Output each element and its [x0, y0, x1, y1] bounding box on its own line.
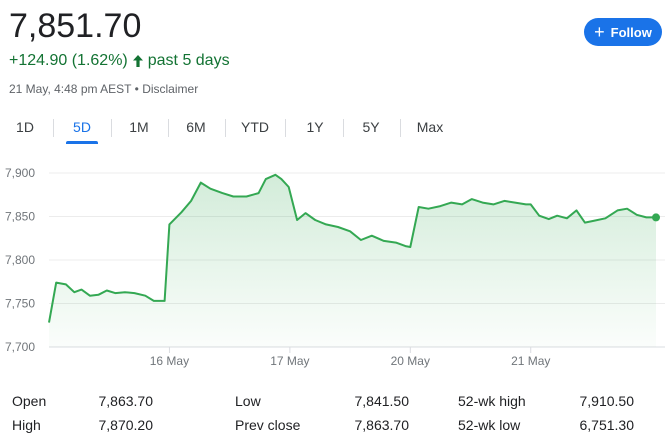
price-line	[48, 173, 656, 323]
tab-1m[interactable]: 1M	[129, 119, 149, 135]
stat-label-high: High	[12, 417, 41, 433]
tab-1y[interactable]: 1Y	[306, 119, 324, 135]
y-tick-label: 7,750	[5, 297, 35, 311]
stat-value-low: 7,841.50	[354, 393, 410, 409]
y-tick-label: 7,800	[5, 253, 35, 267]
follow-button[interactable]: + Follow	[584, 18, 662, 46]
stat-value-prev-close: 7,863.70	[354, 417, 410, 433]
disclaimer-link[interactable]: Disclaimer	[142, 82, 199, 96]
tab-1d[interactable]: 1D	[16, 119, 34, 135]
tab-divider	[343, 119, 344, 137]
arrow-up-icon	[132, 54, 144, 68]
follow-label: Follow	[610, 24, 652, 40]
tab-max[interactable]: Max	[416, 119, 444, 135]
y-tick-label: 7,850	[5, 210, 35, 224]
price-area-fill	[49, 174, 656, 347]
tab-divider	[111, 119, 112, 137]
tab-divider	[168, 119, 169, 137]
stat-label-52wk-high: 52-wk high	[458, 393, 526, 409]
stat-label-prev-close: Prev close	[235, 417, 301, 433]
x-tick-label: 21 May	[511, 354, 550, 368]
tab-6m[interactable]: 6M	[186, 119, 206, 135]
range-tabs: 1D 5D 1M 6M YTD 1Y 5Y Max	[0, 112, 665, 144]
stat-label-open: Open	[12, 393, 47, 409]
tab-5y[interactable]: 5Y	[362, 119, 380, 135]
meta-separator: •	[134, 82, 139, 96]
timestamp: 21 May, 4:48 pm AEST	[9, 82, 132, 96]
x-tick-label: 20 May	[391, 354, 430, 368]
change-value: +124.90 (1.62%)	[9, 52, 128, 69]
tab-divider	[400, 119, 401, 137]
stat-label-low: Low	[235, 393, 261, 409]
stat-value-high: 7,870.20	[98, 417, 154, 433]
tab-5d[interactable]: 5D	[66, 112, 98, 144]
price-chart: 7,900 7,850 7,800 7,750 7,700 16 May 17 May 20 …	[5, 166, 665, 368]
stat-value-52wk-low: 6,751.30	[579, 417, 635, 433]
y-tick-label: 7,700	[5, 340, 35, 354]
stat-value-open: 7,863.70	[98, 393, 154, 409]
x-tick-label: 17 May	[270, 354, 309, 368]
tab-divider	[53, 119, 54, 137]
tab-divider	[285, 119, 286, 137]
quote-meta: 21 May, 4:48 pm AEST • Disclaimer	[9, 81, 198, 97]
price-change: +124.90 (1.62%) past 5 days	[9, 51, 230, 71]
plus-icon: +	[594, 22, 605, 42]
price: 7,851.70	[9, 7, 142, 45]
last-price-dot	[652, 213, 660, 222]
stat-value-52wk-high: 7,910.50	[579, 393, 635, 409]
y-tick-label: 7,900	[5, 166, 35, 180]
tab-ytd[interactable]: YTD	[241, 119, 269, 135]
stat-label-52wk-low: 52-wk low	[458, 417, 521, 433]
x-tick-label: 16 May	[150, 354, 189, 368]
change-period: past 5 days	[147, 52, 230, 69]
tab-divider	[225, 119, 226, 137]
